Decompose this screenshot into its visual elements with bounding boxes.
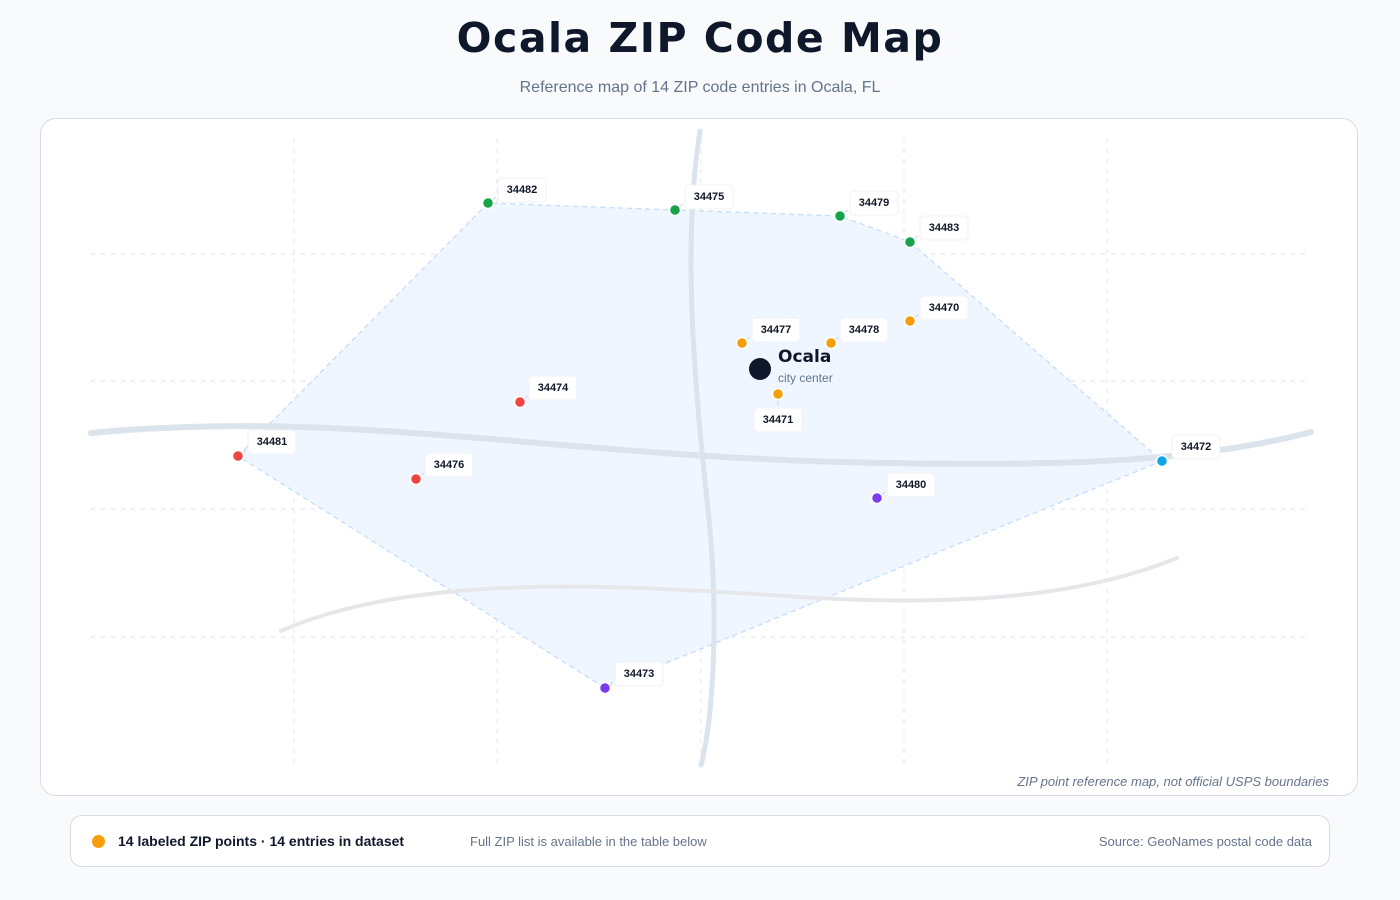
map-disclaimer: ZIP point reference map, not official US… — [1017, 774, 1329, 789]
roads — [88, 128, 1314, 768]
zip-label-box — [497, 177, 547, 203]
zip-label: 34476 — [434, 459, 465, 471]
zip-label-box — [849, 190, 899, 216]
zip-point[interactable] — [668, 203, 682, 217]
zip-label-box — [424, 452, 474, 478]
legend-source: Source: GeoNames postal code data — [1098, 834, 1312, 849]
zip-label-box — [886, 472, 936, 498]
zip-marker-34478[interactable]: 34478 — [824, 317, 889, 350]
zip-label-box — [839, 317, 889, 343]
zip-label: 34472 — [1181, 441, 1212, 453]
zip-label-box — [528, 375, 578, 401]
zip-point[interactable] — [231, 449, 245, 463]
zip-map[interactable]: 34482 34475 34479 34483 34470 34477 34478 34471… — [41, 119, 1358, 796]
zip-label-box — [1171, 434, 1221, 460]
zip-point[interactable] — [513, 395, 527, 409]
zip-label-box — [247, 429, 297, 455]
zip-marker-34483[interactable]: 34483 — [903, 215, 969, 249]
zip-point[interactable] — [903, 314, 917, 328]
zip-point[interactable] — [870, 491, 884, 505]
zip-label: 34482 — [507, 184, 538, 196]
zip-point[interactable] — [771, 387, 785, 401]
zip-label-box — [919, 215, 969, 241]
zip-points-layer: 34482 34475 34479 34483 34470 34477 34478 34471… — [231, 177, 1221, 695]
zip-label-box — [614, 661, 664, 687]
zip-point[interactable] — [824, 336, 838, 350]
city-center-marker[interactable]: Ocala city center — [749, 347, 833, 385]
zip-marker-34472[interactable]: 34472 — [1155, 434, 1221, 468]
major-road-north-south — [688, 128, 717, 768]
zip-label-box — [751, 317, 801, 343]
zip-label: 34471 — [763, 414, 794, 426]
city-center-dot[interactable] — [749, 358, 771, 380]
zip-point[interactable] — [598, 681, 612, 695]
zip-label: 34473 — [624, 668, 655, 680]
map-panel[interactable]: 34482 34475 34479 34483 34470 34477 34478 34471… — [40, 118, 1358, 796]
zip-marker-34480[interactable]: 34480 — [870, 472, 936, 505]
city-center-label: city center — [778, 371, 833, 385]
zip-label-box — [919, 295, 969, 321]
zip-label: 34474 — [538, 382, 569, 394]
legend-note: Full ZIP list is available in the table … — [470, 834, 707, 849]
page-subtitle: Reference map of 14 ZIP code entries in … — [519, 79, 881, 96]
zip-label: 34483 — [929, 222, 960, 234]
zip-marker-34474[interactable]: 34474 — [513, 375, 578, 409]
legend-dot-icon — [92, 835, 105, 848]
zip-point[interactable] — [735, 336, 749, 350]
zip-label: 34481 — [257, 436, 288, 448]
zip-label: 34480 — [896, 479, 927, 491]
zip-point[interactable] — [1155, 454, 1169, 468]
zip-marker-34471[interactable]: 34471 — [753, 387, 803, 433]
zip-label: 34470 — [929, 302, 960, 314]
zip-point[interactable] — [833, 209, 847, 223]
zip-label: 34478 — [849, 324, 880, 336]
zip-point[interactable] — [481, 196, 495, 210]
zip-point[interactable] — [903, 235, 917, 249]
zip-label: 34477 — [761, 324, 792, 336]
zip-marker-34473[interactable]: 34473 — [598, 661, 664, 695]
zip-label: 34475 — [694, 191, 725, 203]
legend-summary: 14 labeled ZIP points · 14 entries in da… — [118, 833, 405, 849]
minor-road — [279, 556, 1179, 633]
zip-marker-34475[interactable]: 34475 — [668, 184, 734, 217]
zip-point[interactable] — [409, 472, 423, 486]
zip-marker-34470[interactable]: 34470 — [903, 295, 969, 328]
zip-label-box — [753, 407, 803, 433]
city-name: Ocala — [778, 347, 831, 367]
legend-bar: 14 labeled ZIP points · 14 entries in da… — [70, 815, 1330, 867]
zip-marker-34481[interactable]: 34481 — [231, 429, 297, 463]
zip-label-box — [684, 184, 734, 210]
zip-marker-34482[interactable]: 34482 — [481, 177, 547, 210]
major-road-east-west — [88, 423, 1314, 467]
page-title: Ocala ZIP Code Map — [456, 14, 944, 62]
zip-marker-34479[interactable]: 34479 — [833, 190, 899, 223]
zip-marker-34477[interactable]: 34477 — [735, 317, 801, 350]
zip-marker-34476[interactable]: 34476 — [409, 452, 474, 486]
zip-label: 34479 — [859, 197, 890, 209]
